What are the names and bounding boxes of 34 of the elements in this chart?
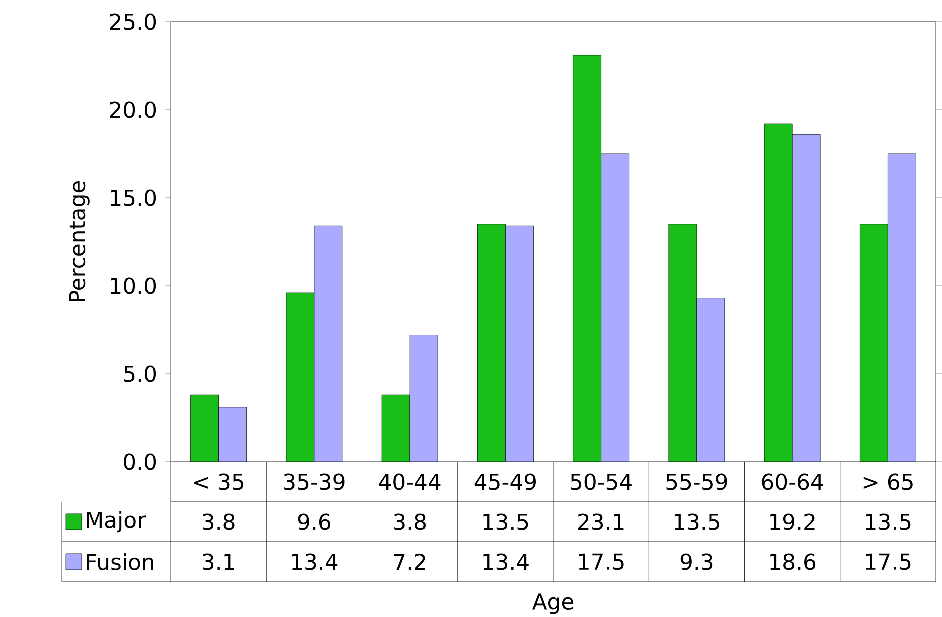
x-axis-title: Age bbox=[532, 594, 574, 614]
data-label: 19.2 bbox=[770, 514, 815, 530]
y-axis-title: Percentage bbox=[69, 181, 90, 302]
data-label: 13.5 bbox=[866, 514, 911, 530]
data-label: 3.8 bbox=[203, 514, 235, 530]
x-tick-label: > 65 bbox=[864, 474, 913, 490]
data-label: 13.4 bbox=[484, 554, 529, 570]
data-label: 3.8 bbox=[394, 514, 426, 530]
data-label: 13.5 bbox=[674, 514, 720, 530]
data-label: 23.1 bbox=[578, 514, 624, 530]
data-label: 9.3 bbox=[680, 554, 713, 570]
y-tick-label: 10.0 bbox=[111, 278, 156, 294]
data-label: 13.5 bbox=[484, 514, 528, 530]
x-tick-label: 45-49 bbox=[474, 474, 536, 490]
data-label: 7.2 bbox=[394, 554, 426, 570]
y-tick-label: 15.0 bbox=[111, 190, 156, 206]
x-tick-label: < 35 bbox=[194, 474, 244, 490]
legend-label: Fusion bbox=[87, 554, 154, 570]
data-label: 17.5 bbox=[579, 554, 624, 570]
y-tick-label: 25.0 bbox=[110, 14, 156, 30]
x-tick-label: 40-44 bbox=[379, 474, 441, 490]
data-label: 17.5 bbox=[866, 554, 911, 570]
x-tick-label: 60-64 bbox=[762, 474, 824, 490]
y-tick-label: 0.0 bbox=[124, 454, 156, 470]
y-tick-label: 20.0 bbox=[110, 102, 156, 118]
data-label: 13.4 bbox=[292, 554, 338, 570]
data-label: 3.1 bbox=[203, 554, 234, 570]
x-tick-label: 35-39 bbox=[284, 474, 345, 490]
y-tick-label: 5.0 bbox=[124, 366, 156, 382]
legend-label: Major bbox=[87, 511, 146, 533]
x-tick-label: 55-59 bbox=[666, 474, 728, 490]
data-label: 9.6 bbox=[298, 514, 330, 530]
data-label: 18.6 bbox=[770, 554, 816, 570]
x-tick-label: 50-54 bbox=[571, 474, 632, 490]
